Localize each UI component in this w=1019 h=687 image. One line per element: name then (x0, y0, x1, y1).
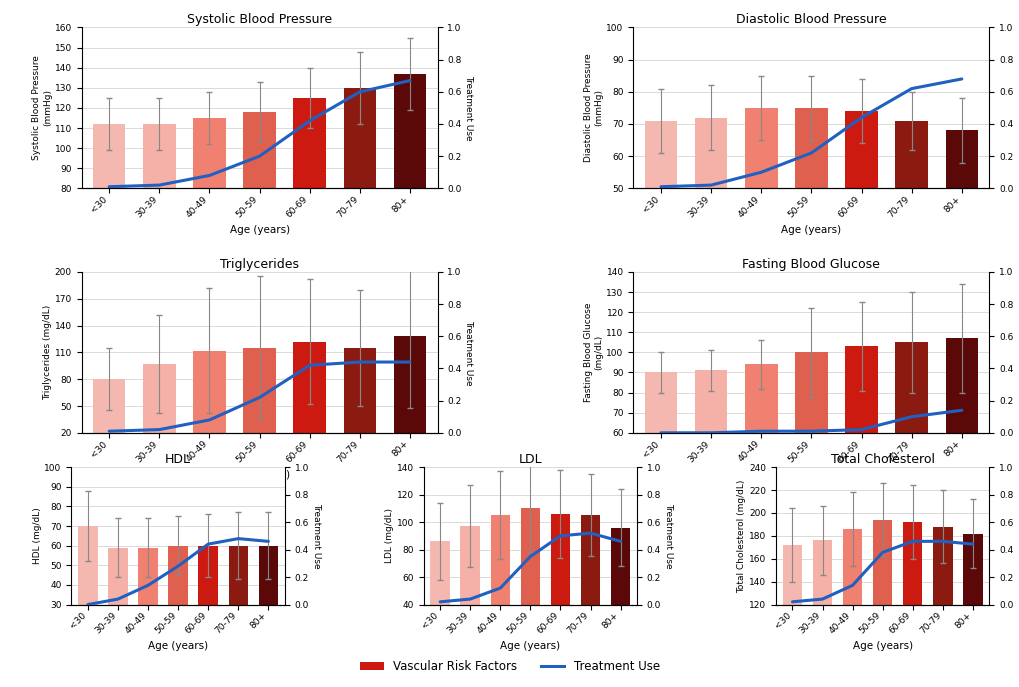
Bar (168, 545, 187, 664)
Y-axis label: Systolic Blood Pressure
(mmHg): Systolic Blood Pressure (mmHg) (33, 56, 52, 160)
Y-axis label: Treatment Use: Treatment Use (464, 75, 473, 141)
Bar (895, 121, 927, 349)
Bar (343, 348, 376, 451)
Bar (430, 541, 449, 660)
Title: Fasting Blood Glucose: Fasting Blood Glucose (742, 258, 879, 271)
Y-axis label: LDL (mg/dL): LDL (mg/dL) (384, 508, 393, 563)
X-axis label: Age (years): Age (years) (852, 641, 912, 651)
Bar (945, 338, 977, 554)
X-axis label: Age (years): Age (years) (781, 469, 841, 480)
Bar (490, 515, 510, 660)
Bar (962, 534, 981, 687)
Bar (694, 117, 727, 349)
Title: Triglycerides: Triglycerides (220, 258, 299, 271)
Bar (744, 364, 776, 554)
Bar (259, 545, 278, 664)
Bar (845, 111, 877, 349)
Bar (902, 522, 921, 687)
Bar (782, 545, 801, 687)
X-axis label: Age (years): Age (years) (229, 469, 289, 480)
Bar (193, 118, 225, 349)
Bar (945, 131, 977, 349)
X-axis label: Age (years): Age (years) (229, 225, 289, 235)
Bar (143, 364, 175, 451)
Bar (895, 342, 927, 554)
Y-axis label: Treatment Use: Treatment Use (1015, 319, 1019, 385)
Bar (228, 545, 248, 664)
Bar (293, 341, 326, 451)
Title: Total Cholesterol: Total Cholesterol (829, 453, 933, 466)
Y-axis label: Total Cholesterol (mg/dL): Total Cholesterol (mg/dL) (737, 479, 746, 593)
Bar (644, 372, 677, 554)
Bar (199, 545, 218, 664)
Bar (343, 88, 376, 349)
Bar (872, 520, 892, 687)
Bar (293, 98, 326, 349)
Bar (393, 74, 426, 349)
X-axis label: Age (years): Age (years) (500, 641, 559, 651)
Y-axis label: Treatment Use: Treatment Use (464, 319, 473, 385)
Bar (143, 124, 175, 349)
Y-axis label: Triglycerides (mg/dL): Triglycerides (mg/dL) (43, 305, 52, 400)
Title: Systolic Blood Pressure: Systolic Blood Pressure (186, 13, 332, 26)
Bar (139, 548, 158, 664)
Bar (550, 514, 570, 660)
Bar (932, 527, 952, 687)
Bar (460, 526, 480, 660)
Bar (694, 370, 727, 554)
X-axis label: Age (years): Age (years) (781, 225, 841, 235)
Bar (812, 541, 832, 687)
Bar (795, 352, 826, 554)
Y-axis label: Treatment Use: Treatment Use (1015, 503, 1019, 569)
Bar (845, 346, 877, 554)
Bar (644, 121, 677, 349)
Y-axis label: HDL (mg/dL): HDL (mg/dL) (33, 508, 42, 564)
Bar (520, 508, 540, 660)
Bar (93, 379, 125, 451)
Title: Diastolic Blood Pressure: Diastolic Blood Pressure (736, 13, 886, 26)
Bar (842, 529, 861, 687)
Bar (244, 112, 275, 349)
Bar (744, 108, 776, 349)
Bar (108, 548, 127, 664)
Title: HDL: HDL (165, 453, 191, 466)
Bar (244, 348, 275, 451)
Bar (193, 350, 225, 451)
Y-axis label: Diastolic Blood Pressure
(mmHg): Diastolic Blood Pressure (mmHg) (584, 54, 603, 162)
Y-axis label: Fasting Blood Glucose
(mg/dL): Fasting Blood Glucose (mg/dL) (584, 303, 603, 402)
Bar (93, 124, 125, 349)
Y-axis label: Treatment Use: Treatment Use (1015, 75, 1019, 141)
Bar (393, 337, 426, 451)
Bar (580, 515, 600, 660)
Y-axis label: Treatment Use: Treatment Use (663, 503, 673, 569)
Bar (610, 528, 630, 660)
Bar (78, 526, 98, 664)
Bar (795, 108, 826, 349)
Legend: Vascular Risk Factors, Treatment Use: Vascular Risk Factors, Treatment Use (355, 655, 664, 677)
Title: LDL: LDL (518, 453, 542, 466)
X-axis label: Age (years): Age (years) (148, 641, 208, 651)
Y-axis label: Treatment Use: Treatment Use (312, 503, 320, 569)
